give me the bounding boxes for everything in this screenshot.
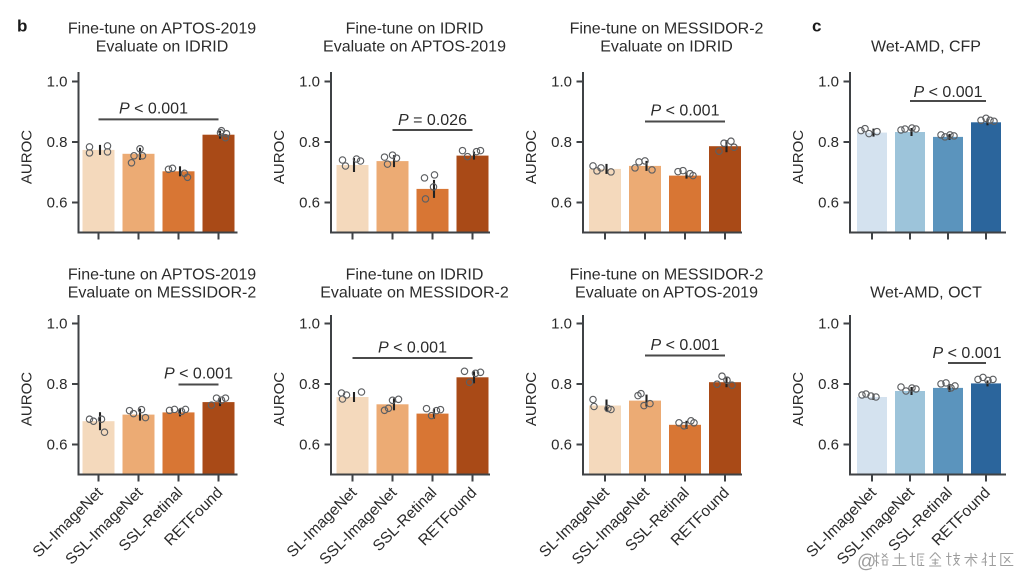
svg-text:0.8: 0.8 — [47, 376, 68, 393]
svg-text:1.0: 1.0 — [299, 316, 320, 333]
svg-text:P < 0.001: P < 0.001 — [651, 337, 720, 354]
svg-text:Wet-AMD, CFP: Wet-AMD, CFP — [871, 39, 981, 56]
svg-text:Evaluate on APTOS-2019: Evaluate on APTOS-2019 — [575, 285, 758, 302]
svg-text:0.8: 0.8 — [47, 134, 68, 151]
svg-text:Fine-tune on APTOS-2019: Fine-tune on APTOS-2019 — [68, 21, 256, 38]
svg-text:0.8: 0.8 — [299, 134, 320, 151]
svg-text:Evaluate on IDRID: Evaluate on IDRID — [96, 39, 229, 56]
svg-text:b: b — [17, 17, 27, 36]
svg-text:1.0: 1.0 — [47, 316, 68, 333]
svg-text:Fine-tune on IDRID: Fine-tune on IDRID — [346, 21, 484, 38]
svg-text:AUROC: AUROC — [523, 130, 540, 184]
svg-text:0.8: 0.8 — [818, 376, 839, 393]
svg-text:AUROC: AUROC — [271, 372, 288, 426]
svg-text:0.6: 0.6 — [818, 195, 839, 212]
svg-text:Wet-AMD, OCT: Wet-AMD, OCT — [870, 285, 982, 302]
svg-text:AUROC: AUROC — [19, 372, 36, 426]
svg-text:0.6: 0.6 — [47, 195, 68, 212]
svg-text:0.6: 0.6 — [818, 437, 839, 454]
svg-text:AUROC: AUROC — [790, 130, 807, 184]
svg-text:0.8: 0.8 — [818, 134, 839, 151]
svg-text:P < 0.001: P < 0.001 — [164, 366, 233, 383]
svg-text:0.8: 0.8 — [551, 134, 572, 151]
svg-text:1.0: 1.0 — [551, 316, 572, 333]
svg-text:Evaluate on MESSIDOR-2: Evaluate on MESSIDOR-2 — [68, 285, 257, 302]
svg-text:1.0: 1.0 — [551, 74, 572, 91]
svg-text:Fine-tune on APTOS-2019: Fine-tune on APTOS-2019 — [68, 267, 256, 284]
svg-text:Fine-tune on IDRID: Fine-tune on IDRID — [346, 267, 484, 284]
svg-text:c: c — [812, 17, 821, 36]
svg-text:P < 0.001: P < 0.001 — [378, 340, 447, 357]
svg-text:Evaluate on MESSIDOR-2: Evaluate on MESSIDOR-2 — [320, 285, 509, 302]
svg-text:P < 0.001: P < 0.001 — [119, 101, 188, 118]
svg-text:0.8: 0.8 — [299, 376, 320, 393]
svg-text:P < 0.001: P < 0.001 — [914, 84, 983, 101]
svg-text:Evaluate on APTOS-2019: Evaluate on APTOS-2019 — [323, 39, 506, 56]
svg-text:Fine-tune on MESSIDOR-2: Fine-tune on MESSIDOR-2 — [570, 21, 764, 38]
svg-text:1.0: 1.0 — [299, 74, 320, 91]
svg-text:AUROC: AUROC — [790, 372, 807, 426]
svg-text:AUROC: AUROC — [523, 372, 540, 426]
svg-text:0.6: 0.6 — [551, 437, 572, 454]
svg-text:P = 0.026: P = 0.026 — [398, 112, 467, 129]
svg-text:Fine-tune on MESSIDOR-2: Fine-tune on MESSIDOR-2 — [570, 267, 764, 284]
svg-text:1.0: 1.0 — [818, 74, 839, 91]
svg-text:Evaluate on IDRID: Evaluate on IDRID — [600, 39, 733, 56]
svg-text:AUROC: AUROC — [19, 130, 36, 184]
svg-text:@: @ — [857, 552, 876, 573]
svg-text:0.6: 0.6 — [551, 195, 572, 212]
svg-text:0.6: 0.6 — [299, 437, 320, 454]
svg-text:0.6: 0.6 — [299, 195, 320, 212]
svg-text:P < 0.001: P < 0.001 — [933, 345, 1002, 362]
svg-text:0.6: 0.6 — [47, 437, 68, 454]
svg-text:AUROC: AUROC — [271, 130, 288, 184]
svg-text:1.0: 1.0 — [47, 74, 68, 91]
svg-text:0.8: 0.8 — [551, 376, 572, 393]
svg-text:P < 0.001: P < 0.001 — [651, 103, 720, 120]
svg-text:1.0: 1.0 — [818, 316, 839, 333]
